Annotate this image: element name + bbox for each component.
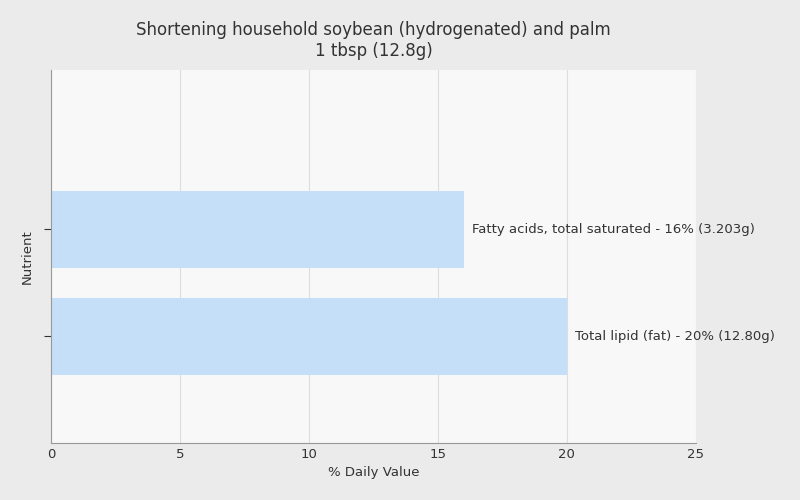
X-axis label: % Daily Value: % Daily Value: [328, 466, 419, 479]
Y-axis label: Nutrient: Nutrient: [21, 229, 34, 283]
Bar: [51, 298, 567, 374]
Title: Shortening household soybean (hydrogenated) and palm
1 tbsp (12.8g): Shortening household soybean (hydrogenat…: [136, 21, 611, 59]
Text: Fatty acids, total saturated - 16% (3.203g): Fatty acids, total saturated - 16% (3.20…: [471, 223, 754, 236]
Text: Total lipid (fat) - 20% (12.80g): Total lipid (fat) - 20% (12.80g): [574, 330, 774, 342]
Bar: [51, 191, 464, 268]
